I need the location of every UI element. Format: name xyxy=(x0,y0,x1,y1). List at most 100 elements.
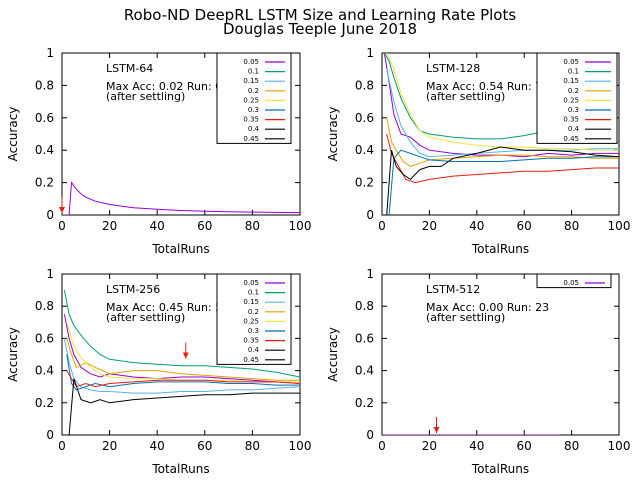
series-line xyxy=(63,290,300,378)
y-tick-label: 0.6 xyxy=(355,331,374,345)
series-group xyxy=(63,290,300,435)
series-line xyxy=(388,149,619,215)
y-tick-label: 1 xyxy=(46,267,54,281)
y-tick-label: 0 xyxy=(46,208,54,222)
legend-box xyxy=(536,52,618,144)
legend-label: 0.25 xyxy=(243,317,259,325)
y-tick-label: 0 xyxy=(366,428,374,442)
x-axis-label: TotalRuns xyxy=(471,462,529,476)
x-tick-label: 40 xyxy=(469,219,484,233)
x-tick-label: 20 xyxy=(102,219,117,233)
y-tick-label: 0.2 xyxy=(355,176,374,190)
legend-label: 0.1 xyxy=(248,68,259,76)
y-tick-label: 0.8 xyxy=(355,299,374,313)
legend-label: 0.35 xyxy=(243,337,259,345)
y-tick-label: 0.6 xyxy=(35,111,54,125)
x-tick-label: 60 xyxy=(197,219,212,233)
x-tick-label: 80 xyxy=(564,439,579,453)
legend-label: 0.45 xyxy=(563,135,579,143)
x-tick-label: 100 xyxy=(608,439,631,453)
series-line xyxy=(66,370,300,388)
max-marker-arrow xyxy=(433,417,440,433)
x-tick-label: 20 xyxy=(422,219,437,233)
y-axis-label: Accuracy xyxy=(6,107,20,162)
legend-label: 0.4 xyxy=(248,346,260,354)
chart-panel: 0 20 40 60 80 100 0 0.2 0.4 0.6 0.8 1 TotalRuns Accur… xyxy=(326,46,630,256)
legend-label: 0.05 xyxy=(243,279,259,287)
x-tick-label: 80 xyxy=(245,439,260,453)
chart-panel: 0 20 40 60 80 100 0 0.2 0.4 0.6 0.8 1 TotalRuns Accur… xyxy=(6,267,311,476)
legend-label: 0.1 xyxy=(248,289,259,297)
panel-title: LSTM-256 xyxy=(106,283,160,296)
x-tick-label: 0 xyxy=(378,219,386,233)
y-tick-label: 0.4 xyxy=(355,364,374,378)
legend-label: 0.3 xyxy=(568,106,579,114)
series-line xyxy=(63,314,300,384)
x-tick-label: 60 xyxy=(197,439,212,453)
legend: 0.05 xyxy=(536,273,612,289)
series-group xyxy=(62,181,300,215)
legend-label: 0.4 xyxy=(568,125,580,133)
legend-label: 0.15 xyxy=(243,298,259,306)
legend-label: 0.4 xyxy=(248,125,260,133)
legend: 0.05 0.10.15 0.20.25 0.3 0.350.4 0.45 xyxy=(536,52,618,144)
y-tick-label: 0.4 xyxy=(355,143,374,157)
series-line xyxy=(386,133,619,184)
legend-box xyxy=(536,273,612,289)
panel-annotation: (after settling) xyxy=(106,311,185,324)
max-marker-arrow xyxy=(182,342,189,359)
series-line xyxy=(68,378,300,435)
plot-frame xyxy=(61,52,301,216)
legend-label: 0.45 xyxy=(243,356,259,364)
panel-annotation: Max Acc: 0.00 Run: 23 xyxy=(426,301,549,314)
panel-title: LSTM-128 xyxy=(426,62,480,75)
y-tick-label: 0.2 xyxy=(35,396,54,410)
figure-subtitle: Douglas Teeple June 2018 xyxy=(223,20,417,38)
y-tick-label: 0.4 xyxy=(35,364,54,378)
series-line xyxy=(383,53,619,158)
max-marker-arrow xyxy=(59,197,65,213)
panel-annotation: (after settling) xyxy=(426,311,505,324)
legend: 0.05 0.10.15 0.20.25 0.3 0.350.4 0.45 xyxy=(216,52,292,144)
x-tick-label: 80 xyxy=(564,219,579,233)
x-tick-label: 60 xyxy=(517,439,532,453)
y-tick-label: 0.6 xyxy=(355,111,374,125)
x-tick-label: 0 xyxy=(58,219,66,233)
legend-label: 0.05 xyxy=(563,279,579,287)
legend-label: 0.15 xyxy=(563,77,579,85)
legend-label: 0.3 xyxy=(248,106,259,114)
legend-label: 0.2 xyxy=(248,308,259,316)
legend-box xyxy=(216,273,292,365)
x-tick-label: 0 xyxy=(58,439,66,453)
panel-annotation: Max Acc: 0.02 Run: 0 xyxy=(106,80,222,93)
y-tick-label: 0 xyxy=(46,428,54,442)
legend-label: 0.45 xyxy=(243,135,259,143)
legend-label: 0.25 xyxy=(243,96,259,104)
x-tick-label: 40 xyxy=(150,219,165,233)
y-tick-label: 1 xyxy=(366,46,374,60)
y-tick-label: 0.6 xyxy=(35,331,54,345)
y-axis-label: Accuracy xyxy=(326,107,340,162)
y-tick-label: 1 xyxy=(46,46,54,60)
legend-label: 0.2 xyxy=(568,87,579,95)
legend-label: 0.15 xyxy=(243,77,259,85)
series-line xyxy=(62,181,300,215)
x-tick-label: 0 xyxy=(378,439,386,453)
x-tick-label: 100 xyxy=(289,219,312,233)
panels: 0 20 40 60 80 10000.20.40.60.81TotalRunsAccur… xyxy=(6,46,630,476)
x-tick-label: 20 xyxy=(422,439,437,453)
panel-annotation: (after settling) xyxy=(426,90,505,103)
plot-frame xyxy=(61,273,301,436)
x-axis-label: TotalRuns xyxy=(471,242,529,256)
series-line xyxy=(386,146,619,215)
y-tick-label: 0.2 xyxy=(35,176,54,190)
legend-label: 0.05 xyxy=(243,58,259,66)
series-line xyxy=(66,338,300,381)
series-line xyxy=(386,53,619,151)
panel-annotation: Max Acc: 0.45 Run: 52 xyxy=(106,301,229,314)
panel-title: LSTM-64 xyxy=(106,62,153,75)
chart-panel: 0 20 40 60 80 100 0 0.2 0.4 0.6 0.8 1 TotalRuns Accur… xyxy=(326,267,630,476)
x-axis-label: TotalRuns xyxy=(151,462,209,476)
y-tick-label: 0.4 xyxy=(35,143,54,157)
